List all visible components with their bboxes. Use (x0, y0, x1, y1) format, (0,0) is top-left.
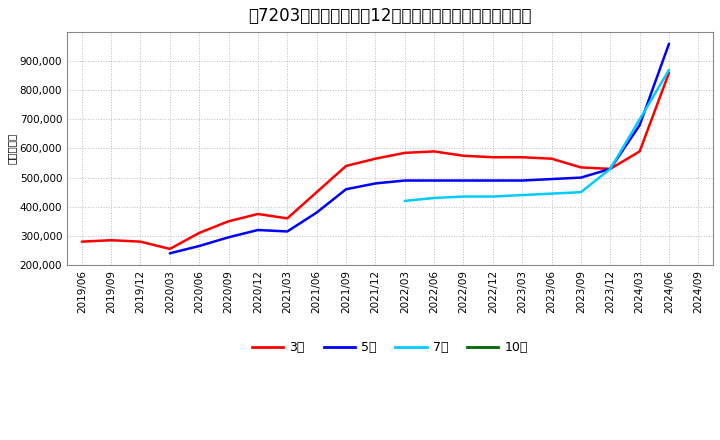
3年 (253, 211, 262, 216)
5年 (547, 176, 556, 182)
3年 (136, 239, 145, 244)
7年 (400, 198, 409, 204)
3年 (430, 149, 438, 154)
7年 (606, 166, 615, 172)
5年 (371, 181, 379, 186)
3年 (371, 156, 379, 161)
7年 (547, 191, 556, 196)
3年 (342, 163, 351, 169)
3年 (78, 239, 86, 244)
3年 (312, 190, 321, 195)
3年 (107, 238, 115, 243)
5年 (459, 178, 468, 183)
3年 (166, 246, 174, 252)
5年 (665, 41, 673, 46)
5年 (283, 229, 292, 234)
5年 (577, 175, 585, 180)
Y-axis label: （百万円）: （百万円） (7, 133, 17, 164)
5年 (400, 178, 409, 183)
Title: ［7203］　当期純利益12か月移動合計の標準偏差の推移: ［7203］ 当期純利益12か月移動合計の標準偏差の推移 (248, 7, 532, 25)
7年 (635, 117, 644, 122)
3年 (459, 153, 468, 158)
7年 (459, 194, 468, 199)
3年 (518, 154, 526, 160)
3年 (665, 70, 673, 75)
5年 (253, 227, 262, 233)
7年 (665, 67, 673, 73)
7年 (577, 190, 585, 195)
5年 (342, 187, 351, 192)
5年 (518, 178, 526, 183)
3年 (547, 156, 556, 161)
5年 (166, 251, 174, 256)
7年 (488, 194, 497, 199)
Line: 3年: 3年 (82, 73, 669, 249)
Line: 7年: 7年 (405, 70, 669, 201)
5年 (488, 178, 497, 183)
7年 (518, 192, 526, 198)
3年 (577, 165, 585, 170)
3年 (488, 154, 497, 160)
3年 (606, 166, 615, 172)
5年 (606, 166, 615, 172)
Legend: 3年, 5年, 7年, 10年: 3年, 5年, 7年, 10年 (247, 337, 533, 359)
Line: 5年: 5年 (170, 44, 669, 253)
3年 (224, 219, 233, 224)
3年 (400, 150, 409, 155)
5年 (195, 243, 204, 249)
3年 (283, 216, 292, 221)
7年 (430, 195, 438, 201)
5年 (224, 235, 233, 240)
5年 (635, 123, 644, 128)
3年 (635, 149, 644, 154)
5年 (430, 178, 438, 183)
3年 (195, 230, 204, 235)
5年 (312, 210, 321, 215)
